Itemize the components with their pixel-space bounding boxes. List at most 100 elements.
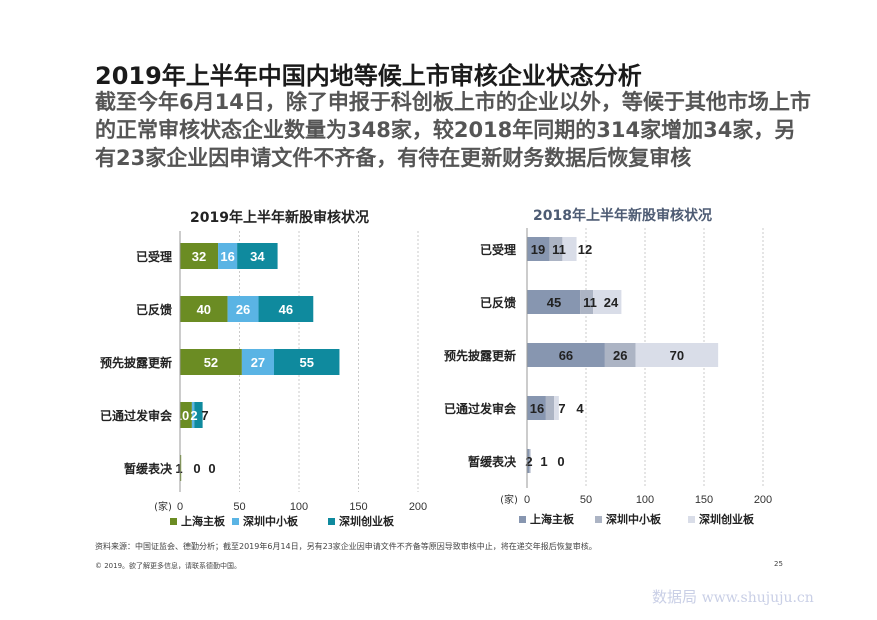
c2019-tick-label: 50 <box>233 501 245 513</box>
c2019-bar-0 <box>180 349 242 375</box>
c2019-bar-2 <box>237 243 278 269</box>
c2018-legend-swatch <box>595 516 602 523</box>
c2018-category-label: 已反馈 <box>480 295 516 310</box>
c2019-tick-label: 150 <box>349 501 367 513</box>
c2019-tick-label: 0 <box>177 501 183 513</box>
c2019-data-label: 10 <box>175 408 189 423</box>
c2019-bar-0 <box>180 243 219 269</box>
c2019-category-label: 已通过发审会 <box>100 408 173 423</box>
c2018-tick-label: 150 <box>695 494 713 506</box>
c2019-bar-2 <box>274 349 340 375</box>
c2018-legend-label: 上海主板 <box>530 512 575 526</box>
c2018-tick-label: 200 <box>754 494 772 506</box>
c2019-bar-2 <box>194 402 203 428</box>
c2018-bar-0 <box>527 290 581 314</box>
c2018-data-label: 11 <box>552 242 566 257</box>
c2019-legend-swatch <box>232 518 239 525</box>
c2019-bar-1 <box>191 402 195 428</box>
source-note: 资料来源：中国证监会、德勤分析；截至2019年6月14日，另有23家企业因申请文… <box>95 542 597 551</box>
c2018-bar-1 <box>529 449 531 473</box>
chart-2019-title: 2019年上半年新股审核状况 <box>190 210 369 226</box>
c2019-data-label: 0 <box>208 461 215 476</box>
c2018-bar-1 <box>580 290 594 314</box>
c2019-data-label: 26 <box>236 302 250 317</box>
c2019-data-label: 1 <box>175 461 182 476</box>
c2019-unit-label: (家) <box>154 500 172 513</box>
c2018-data-label: 19 <box>531 242 545 257</box>
c2019-category-label: 已反馈 <box>136 302 172 317</box>
c2019-data-label: 34 <box>250 249 265 264</box>
c2019-bar-0 <box>180 402 192 428</box>
c2018-legend-label: 深圳创业板 <box>699 512 755 526</box>
c2019-data-label: 7 <box>201 408 208 423</box>
c2018-unit-label: (家) <box>500 493 518 506</box>
c2018-category-label: 已受理 <box>480 242 516 257</box>
page-subtitle: 截至今年6月14日，除了申报于科创板上市的企业以外，等候于其他市场上市的正常审核… <box>95 90 811 170</box>
c2019-legend-swatch <box>328 518 335 525</box>
watermark-url: www.shujuju.cn <box>701 590 814 606</box>
c2019-legend-swatch <box>170 518 177 525</box>
c2018-data-label: 2 <box>525 454 532 469</box>
c2018-bar-1 <box>545 396 555 420</box>
c2018-tick-label: 0 <box>524 494 530 506</box>
c2018-data-label: 24 <box>604 295 619 310</box>
c2018-legend-swatch <box>688 516 695 523</box>
c2018-legend-label: 深圳中小板 <box>606 512 662 526</box>
c2018-bar-1 <box>549 237 563 261</box>
c2018-category-label: 预先披露更新 <box>444 348 516 363</box>
c2019-legend-label: 深圳创业板 <box>339 514 395 528</box>
c2018-data-label: 66 <box>559 348 573 363</box>
c2018-bar-2 <box>562 237 577 261</box>
c2018-data-label: 11 <box>583 295 597 310</box>
watermark: 数据局 www.shujuju.cn <box>652 586 814 607</box>
chart-2018-title: 2018年上半年新股审核状况 <box>533 208 712 224</box>
c2018-data-label: 4 <box>576 401 584 416</box>
c2018-data-label: 7 <box>558 401 565 416</box>
c2019-data-label: 46 <box>279 302 293 317</box>
c2018-data-label: 70 <box>670 348 684 363</box>
c2019-category-label: 暂缓表决 <box>124 461 173 476</box>
c2019-bar-0 <box>180 455 182 481</box>
c2018-bar-0 <box>527 237 550 261</box>
c2019-legend-label: 上海主板 <box>181 514 226 528</box>
c2019-category-label: 预先披露更新 <box>100 355 172 370</box>
c2018-bar-1 <box>604 343 636 367</box>
c2019-data-label: 40 <box>197 302 211 317</box>
c2018-data-label: 1 <box>540 454 547 469</box>
c2019-bar-0 <box>180 296 228 322</box>
c2019-data-label: 32 <box>192 249 206 264</box>
c2019-legend-label: 深圳中小板 <box>243 514 299 528</box>
c2018-bar-0 <box>527 449 530 473</box>
c2019-tick-label: 200 <box>409 501 427 513</box>
c2019-data-label: 27 <box>251 355 265 370</box>
c2019-data-label: 16 <box>220 249 234 264</box>
c2018-tick-label: 100 <box>636 494 654 506</box>
c2019-data-label: 55 <box>300 355 314 370</box>
c2019-bar-1 <box>227 296 259 322</box>
c2018-data-label: 12 <box>578 242 592 257</box>
c2018-bar-2 <box>554 396 559 420</box>
c2018-tick-label: 50 <box>580 494 592 506</box>
c2018-data-label: 16 <box>530 401 544 416</box>
c2019-data-label: 52 <box>204 355 218 370</box>
c2018-data-label: 45 <box>547 295 561 310</box>
c2019-tick-label: 100 <box>290 501 308 513</box>
c2019-bar-2 <box>258 296 314 322</box>
c2018-category-label: 暂缓表决 <box>468 454 517 469</box>
c2019-bar-1 <box>241 349 275 375</box>
c2018-bar-0 <box>527 396 546 420</box>
copyright-note: © 2019。欲了解更多信息，请联系德勤中国。 <box>95 562 242 570</box>
c2018-bar-2 <box>635 343 719 367</box>
c2018-legend-swatch <box>519 516 526 523</box>
c2018-bar-2 <box>593 290 622 314</box>
c2019-category-label: 已受理 <box>136 249 172 264</box>
c2018-bar-0 <box>527 343 605 367</box>
c2018-category-label: 已通过发审会 <box>444 401 517 416</box>
page-number: 25 <box>774 560 783 568</box>
c2018-data-label: 26 <box>613 348 627 363</box>
watermark-brand: 数据局 <box>652 588 698 606</box>
page-title: 2019年上半年中国内地等候上市审核企业状态分析 <box>95 62 642 90</box>
c2019-bar-1 <box>218 243 238 269</box>
c2019-data-label: 2 <box>190 408 197 423</box>
